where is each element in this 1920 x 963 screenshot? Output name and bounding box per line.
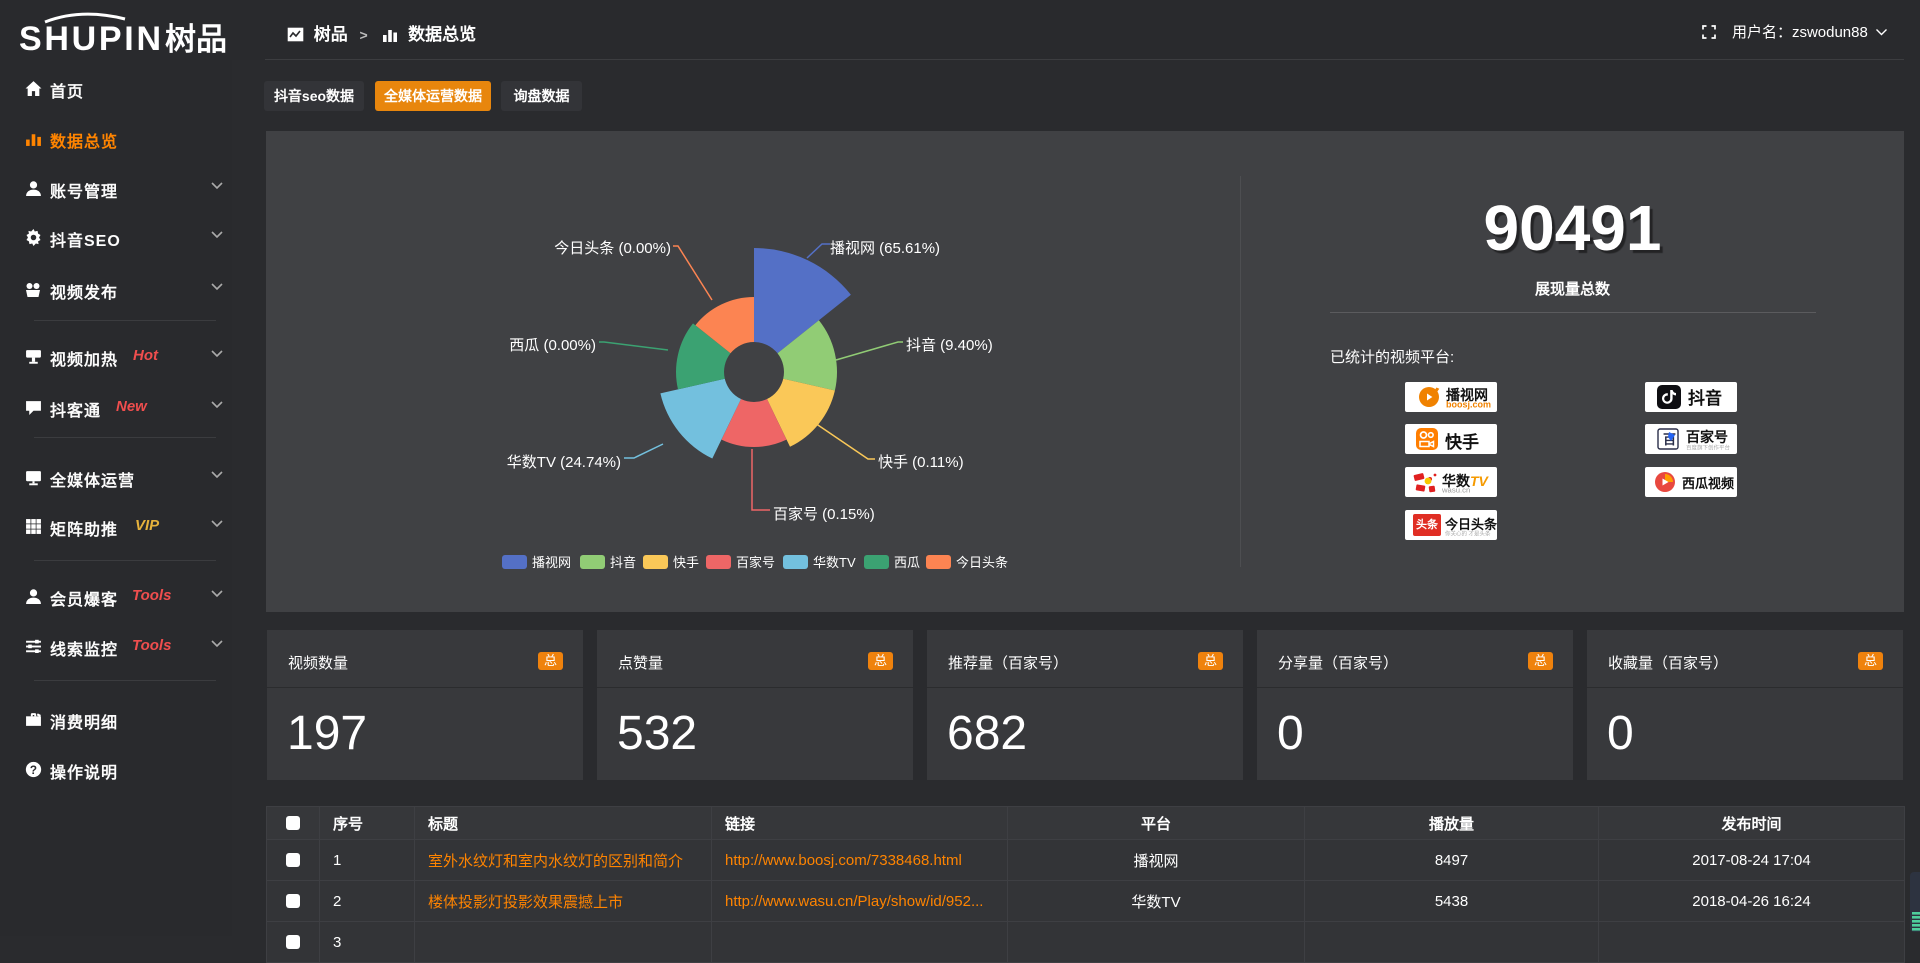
svg-text:树品: 树品 <box>165 22 227 54</box>
svg-text:SHUPIN: SHUPIN <box>19 20 161 54</box>
svg-text:?: ? <box>30 764 37 777</box>
